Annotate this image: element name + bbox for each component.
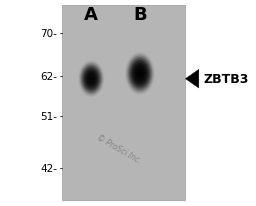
Ellipse shape bbox=[82, 66, 101, 92]
Text: © ProSci Inc.: © ProSci Inc. bbox=[95, 132, 143, 165]
Ellipse shape bbox=[138, 71, 142, 77]
Text: 62-: 62- bbox=[40, 71, 57, 81]
Ellipse shape bbox=[89, 76, 94, 83]
Text: B: B bbox=[133, 6, 147, 24]
Ellipse shape bbox=[81, 65, 101, 94]
Ellipse shape bbox=[134, 65, 146, 83]
Ellipse shape bbox=[84, 69, 99, 90]
Ellipse shape bbox=[91, 78, 92, 80]
Ellipse shape bbox=[78, 61, 104, 98]
Ellipse shape bbox=[125, 53, 155, 95]
Polygon shape bbox=[185, 70, 199, 89]
Ellipse shape bbox=[139, 73, 141, 75]
FancyBboxPatch shape bbox=[62, 6, 185, 200]
Ellipse shape bbox=[131, 61, 149, 88]
Ellipse shape bbox=[86, 72, 97, 87]
Ellipse shape bbox=[90, 77, 93, 82]
Text: ZBTB3: ZBTB3 bbox=[203, 73, 249, 86]
Ellipse shape bbox=[85, 70, 98, 88]
Text: 51-: 51- bbox=[40, 111, 57, 121]
Text: 42-: 42- bbox=[40, 163, 57, 173]
Text: A: A bbox=[84, 6, 98, 24]
Ellipse shape bbox=[137, 70, 143, 78]
Ellipse shape bbox=[88, 74, 95, 84]
Ellipse shape bbox=[133, 64, 147, 84]
Ellipse shape bbox=[129, 58, 152, 91]
Ellipse shape bbox=[130, 59, 150, 89]
Ellipse shape bbox=[132, 62, 148, 86]
Ellipse shape bbox=[80, 64, 102, 95]
Ellipse shape bbox=[87, 73, 96, 86]
Ellipse shape bbox=[136, 68, 144, 80]
Ellipse shape bbox=[126, 55, 154, 94]
Ellipse shape bbox=[135, 67, 145, 81]
Ellipse shape bbox=[83, 68, 100, 91]
Text: 70-: 70- bbox=[40, 29, 57, 39]
Ellipse shape bbox=[127, 56, 153, 92]
Ellipse shape bbox=[79, 62, 103, 96]
